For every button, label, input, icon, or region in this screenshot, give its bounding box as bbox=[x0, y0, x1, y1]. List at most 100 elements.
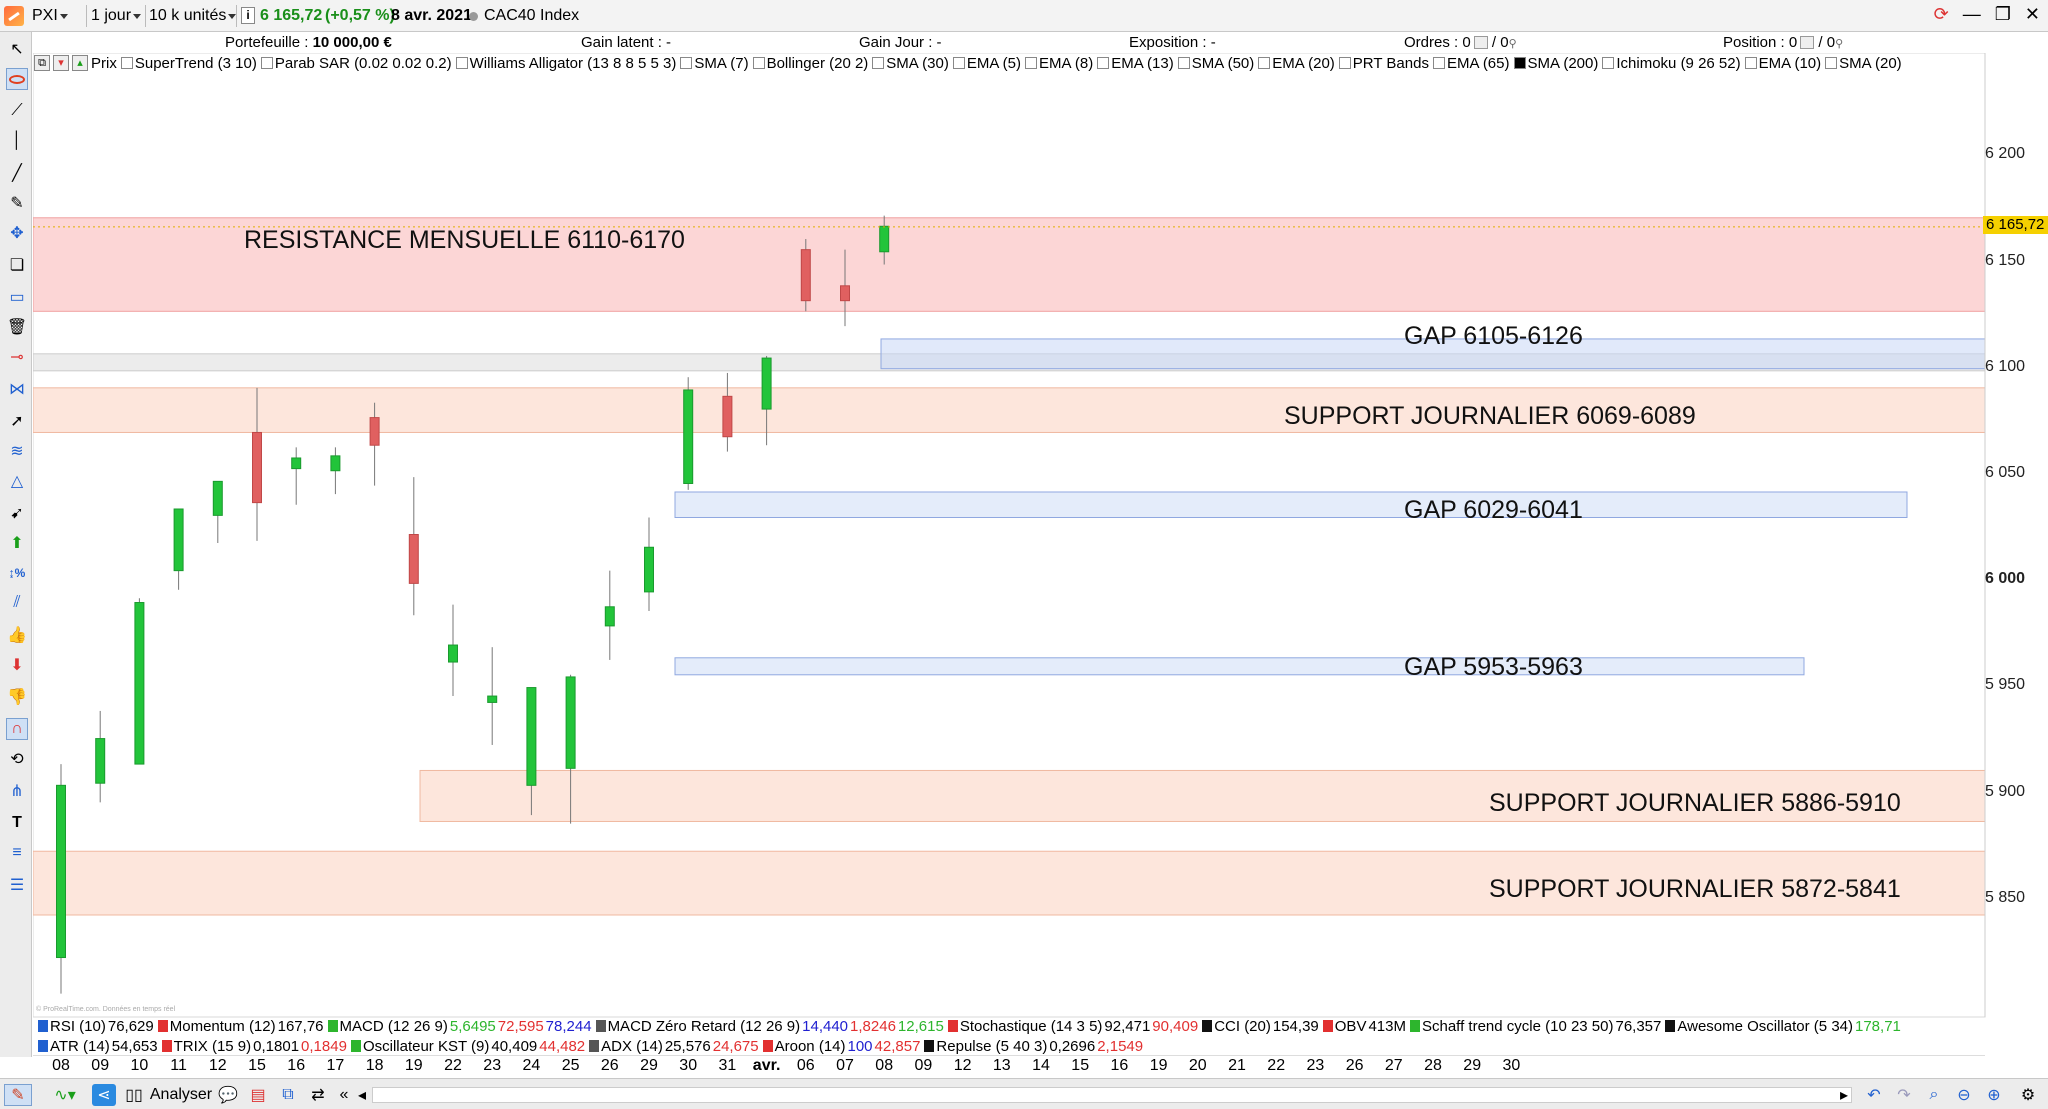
indicator-color-swatch[interactable] bbox=[157, 1020, 168, 1032]
indicator-checkbox[interactable] bbox=[952, 57, 965, 69]
table-icon[interactable]: ▤ bbox=[250, 1087, 266, 1104]
indicator-name[interactable]: Repulse (5 40 3) bbox=[936, 1037, 1048, 1055]
indicator-name[interactable]: ADX (14) bbox=[601, 1037, 663, 1055]
horizontal-line-icon[interactable]: ⊸ bbox=[10, 349, 24, 366]
indicator-color-swatch[interactable] bbox=[38, 1020, 48, 1032]
candle-body[interactable] bbox=[526, 687, 537, 786]
indicator-name[interactable]: Stochastique (14 3 5) bbox=[959, 1017, 1103, 1035]
candle-body[interactable] bbox=[722, 395, 733, 438]
candle-body[interactable] bbox=[330, 455, 341, 472]
candle-body[interactable] bbox=[644, 546, 654, 593]
indicator-toggle[interactable]: SuperTrend (3 10) bbox=[120, 55, 257, 72]
zoom-out-icon[interactable]: ⊖ bbox=[1957, 1087, 1971, 1104]
indicator-color-swatch[interactable] bbox=[947, 1020, 958, 1032]
indicator-toggle[interactable]: SMA (200) bbox=[1513, 55, 1598, 72]
scroll-left-icon[interactable]: ◂ bbox=[357, 1087, 367, 1104]
magnet-icon[interactable]: ∩ bbox=[6, 718, 28, 740]
text-tool-icon[interactable]: T bbox=[12, 814, 22, 831]
restore-icon[interactable]: ❐ bbox=[1994, 4, 2011, 24]
orders-icon[interactable] bbox=[1473, 36, 1488, 49]
timeframe-select[interactable]: 1 jour bbox=[91, 6, 143, 26]
chart-scrollbar[interactable] bbox=[372, 1087, 1852, 1103]
indicator-checkbox[interactable] bbox=[1825, 57, 1838, 69]
indicator-name[interactable]: TRIX (15 9) bbox=[173, 1037, 252, 1055]
indicator-checkbox[interactable] bbox=[1432, 57, 1445, 69]
candle-body[interactable] bbox=[683, 389, 694, 484]
analyser-button[interactable]: Analyser bbox=[149, 1086, 213, 1103]
segment-tool-icon[interactable]: ⟋ bbox=[11, 102, 23, 119]
thumbs-up-icon[interactable]: 👍 bbox=[7, 627, 27, 644]
indicator-checkbox[interactable] bbox=[1744, 57, 1757, 69]
indicator-color-swatch[interactable] bbox=[762, 1040, 773, 1052]
indicator-name[interactable]: Schaff trend cycle (10 23 50) bbox=[1421, 1017, 1614, 1035]
close-icon[interactable]: ✕ bbox=[2024, 4, 2040, 24]
draw-mode-icon[interactable]: ✎ bbox=[4, 1084, 32, 1106]
instrument-name[interactable]: CAC40 Index bbox=[484, 7, 580, 24]
thumbs-down-icon[interactable]: 👎 bbox=[7, 689, 27, 706]
indicator-toggle[interactable]: Williams Alligator (13 8 8 5 5 3) bbox=[455, 55, 676, 72]
levels-tool-icon[interactable]: ≡ bbox=[12, 844, 22, 861]
candle-body[interactable] bbox=[95, 738, 106, 784]
indicator-name[interactable]: Oscillateur KST (9) bbox=[362, 1037, 490, 1055]
indicator-checkbox[interactable] bbox=[1258, 57, 1271, 69]
candle-body[interactable] bbox=[448, 644, 458, 663]
indicator-name[interactable]: MACD (12 26 9) bbox=[339, 1017, 448, 1035]
indicator-toggle[interactable]: Ichimoku (9 26 52) bbox=[1602, 55, 1741, 72]
channel-tool-icon[interactable]: ⫽ bbox=[13, 594, 21, 611]
vertical-line-icon[interactable]: │ bbox=[12, 132, 22, 149]
portfolio-select[interactable]: PXI bbox=[32, 6, 70, 26]
percent-tool-icon[interactable]: ↨% bbox=[8, 566, 26, 580]
indicator-color-swatch[interactable] bbox=[1202, 1020, 1213, 1032]
indicator-toggle[interactable]: EMA (10) bbox=[1744, 55, 1821, 72]
price-chart[interactable]: RESISTANCE MENSUELLE 6110-6170 GAP 6105-… bbox=[33, 53, 2048, 1057]
orders-link-icon[interactable]: ⚲ bbox=[1508, 38, 1517, 50]
up-arrow-small-icon[interactable]: ▴ bbox=[72, 55, 88, 71]
gap-zone-6029[interactable] bbox=[674, 491, 1908, 518]
indicator-toggle[interactable]: SMA (7) bbox=[680, 55, 749, 72]
candle-body[interactable] bbox=[252, 431, 262, 504]
rotate-tool-icon[interactable]: ⟲ bbox=[10, 751, 24, 768]
indicator-checkbox[interactable] bbox=[1177, 57, 1190, 69]
indicator-toggle[interactable]: Parab SAR (0.02 0.02 0.2) bbox=[260, 55, 452, 72]
candle-body[interactable] bbox=[369, 417, 380, 446]
copy-tool-icon[interactable]: ❏ bbox=[9, 257, 25, 274]
gap-zone-5953[interactable] bbox=[674, 657, 1805, 676]
position-icon[interactable] bbox=[1800, 36, 1815, 49]
candle-body[interactable] bbox=[800, 249, 811, 302]
indicator-color-swatch[interactable] bbox=[589, 1040, 600, 1052]
indicator-color-swatch[interactable] bbox=[38, 1040, 48, 1052]
up-arrow-icon[interactable]: ⬆ bbox=[10, 535, 24, 552]
candle-body[interactable] bbox=[879, 225, 890, 253]
chat-icon[interactable]: 💬 bbox=[218, 1087, 238, 1104]
indicator-checkbox[interactable] bbox=[120, 57, 133, 69]
units-select[interactable]: 10 k unités bbox=[149, 6, 238, 26]
indicator-checkbox[interactable] bbox=[1097, 57, 1110, 69]
candle-body[interactable] bbox=[761, 357, 772, 410]
indicator-checkbox[interactable] bbox=[455, 57, 468, 69]
cursor-tool-icon[interactable]: ↖ bbox=[10, 41, 24, 58]
pitchfork-icon[interactable]: ⋔ bbox=[10, 783, 24, 800]
down-arrow-icon[interactable]: ⬇ bbox=[10, 657, 24, 674]
app-logo-icon[interactable] bbox=[4, 6, 24, 26]
position-link-icon[interactable]: ⚲ bbox=[1835, 38, 1844, 50]
trendline-icon[interactable]: ╱ bbox=[12, 165, 22, 182]
sync-icon[interactable]: ⇄ bbox=[311, 1087, 325, 1104]
scroll-right-icon[interactable]: ▸ bbox=[1839, 1087, 1849, 1104]
zoom-in-icon[interactable]: ⊕ bbox=[1987, 1087, 2001, 1104]
candle-body[interactable] bbox=[565, 676, 576, 769]
indicator-color-swatch[interactable] bbox=[595, 1020, 606, 1032]
candle-body[interactable] bbox=[56, 784, 66, 959]
indicator-toggle[interactable]: PRT Bands bbox=[1338, 55, 1429, 72]
indicator-name[interactable]: CCI (20) bbox=[1214, 1017, 1271, 1035]
indicator-color-swatch[interactable] bbox=[350, 1040, 361, 1052]
down-arrow-small-icon[interactable]: ▾ bbox=[53, 55, 69, 71]
indicator-name[interactable]: OBV bbox=[1334, 1017, 1367, 1035]
fibonacci-retracement-icon[interactable]: ≋ bbox=[10, 443, 24, 460]
minimize-icon[interactable]: — bbox=[1962, 4, 1981, 24]
trash-icon[interactable]: 🗑 bbox=[6, 319, 28, 336]
candle-body[interactable] bbox=[604, 606, 615, 627]
refresh-icon[interactable]: ⟳ bbox=[1933, 4, 1949, 24]
candle-body[interactable] bbox=[487, 695, 498, 703]
move-tool-icon[interactable]: ✥ bbox=[10, 225, 24, 242]
info-icon[interactable]: i bbox=[241, 7, 255, 24]
